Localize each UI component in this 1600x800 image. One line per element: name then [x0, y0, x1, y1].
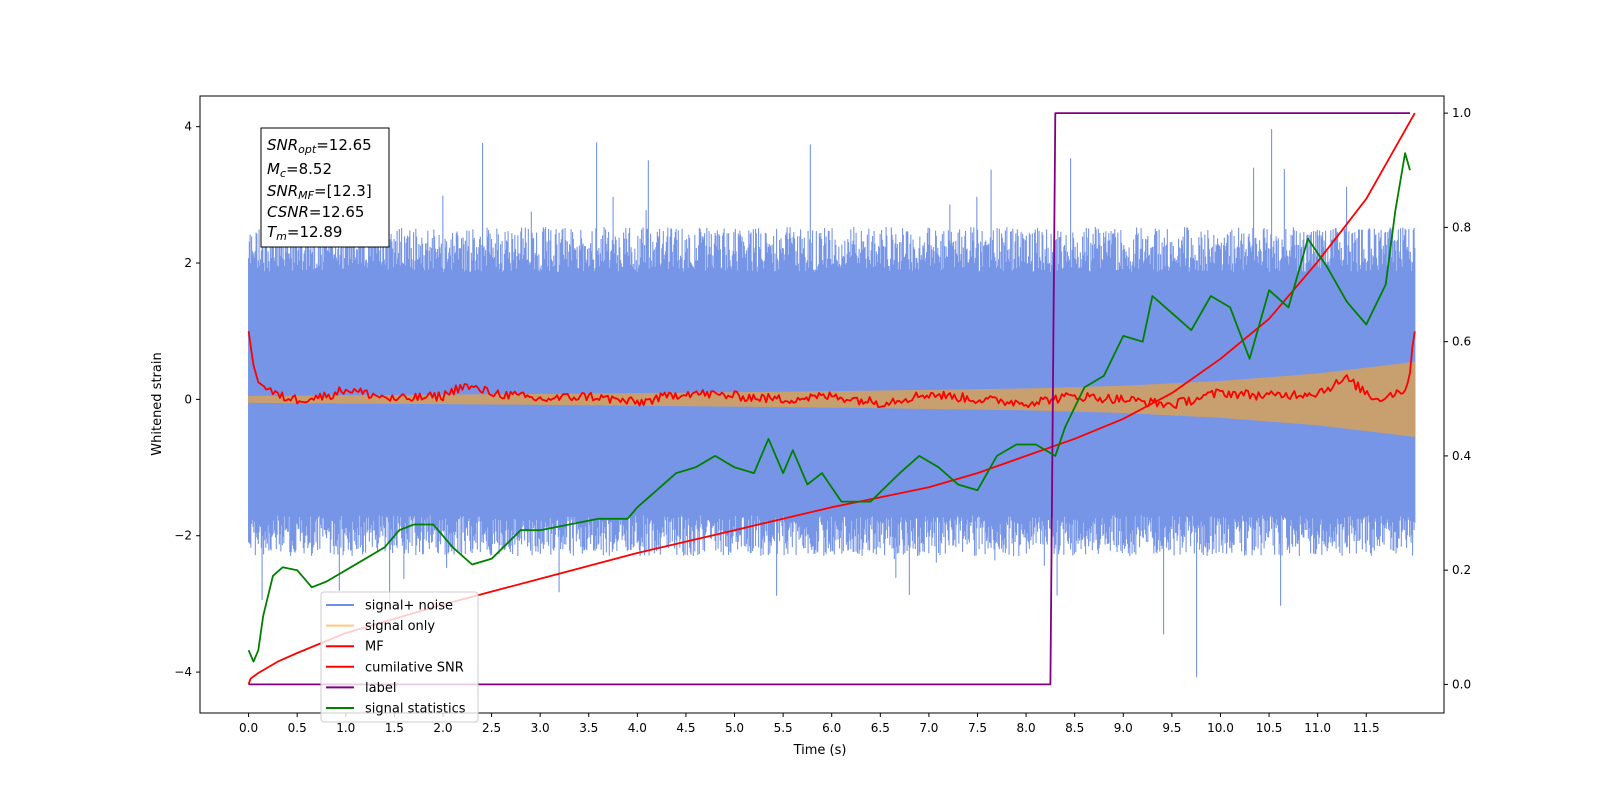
- y-right-tick-label: 0.8: [1452, 220, 1471, 234]
- mf-line: [247, 331, 1416, 409]
- y-right-tick-label: 0.2: [1452, 563, 1471, 577]
- x-tick-label: 4.0: [628, 721, 647, 735]
- y-left-tick-label: 0: [184, 392, 192, 406]
- x-tick-label: 7.5: [968, 721, 987, 735]
- y-left-tick-label: −4: [174, 665, 192, 679]
- y-axis-left: 4 2 0 −2 −4: [174, 120, 200, 679]
- x-tick-label: 10.5: [1256, 721, 1283, 735]
- legend-label: label: [365, 681, 396, 696]
- x-tick-label: 2.0: [433, 721, 452, 735]
- annotation-tm: Tm=12.89: [267, 223, 342, 243]
- x-tick-label: 7.0: [919, 721, 938, 735]
- x-tick-label: 2.5: [482, 721, 501, 735]
- x-axis-label: Time (s): [793, 743, 847, 758]
- signal-statistics-line: [247, 152, 1411, 663]
- plot-area: [247, 112, 1416, 686]
- y-left-tick-label: 4: [184, 120, 192, 134]
- x-tick-label: 4.5: [676, 721, 695, 735]
- annotation-csnr: CSNR=12.65: [267, 203, 364, 221]
- x-tick-label: 6.5: [871, 721, 890, 735]
- legend-label: MF: [365, 640, 384, 655]
- x-tick-label: 1.0: [336, 721, 355, 735]
- x-tick-label: 8.5: [1065, 721, 1084, 735]
- y-left-tick-label: 2: [184, 256, 192, 270]
- y-right-tick-label: 0.6: [1452, 335, 1471, 349]
- x-tick-label: 10.0: [1207, 721, 1234, 735]
- legend-label: cumilative SNR: [365, 660, 464, 675]
- y-axis-label: Whitened strain: [150, 352, 165, 455]
- label-line: [248, 112, 1410, 686]
- x-tick-label: 6.0: [822, 721, 841, 735]
- x-tick-label: 0.0: [239, 721, 258, 735]
- plot-frame: [199, 95, 1445, 714]
- x-axis: 0.0 0.5 1.0 1.5 2.0 2.5 3.0 3.5 4.0 4.5 5.0 5.5 6.0 6…: [239, 713, 1380, 735]
- legend-label: signal statistics: [365, 702, 466, 717]
- x-tick-label: 3.0: [531, 721, 550, 735]
- legend-label: signal+ noise: [365, 599, 453, 614]
- x-tick-label: 9.5: [1162, 721, 1181, 735]
- cumulative-snr-line: [247, 112, 1416, 685]
- x-tick-label: 11.0: [1304, 721, 1331, 735]
- x-tick-label: 9.0: [1114, 721, 1133, 735]
- x-tick-label: 8.0: [1017, 721, 1036, 735]
- series-lines: [247, 112, 1416, 686]
- y-right-tick-label: 1.0: [1452, 106, 1471, 120]
- x-tick-label: 5.0: [725, 721, 744, 735]
- legend-label: signal only: [365, 619, 435, 634]
- x-tick-label: 3.5: [579, 721, 598, 735]
- annotation-box: SNRopt=12.65 Mc=8.52 SNRMF=[12.3] CSNR=1…: [260, 127, 390, 248]
- y-right-tick-label: 0.4: [1452, 449, 1471, 463]
- y-left-tick-label: −2: [174, 529, 192, 543]
- annotation-snr-mf: SNRMF=[12.3]: [267, 182, 372, 202]
- x-tick-label: 11.5: [1353, 721, 1380, 735]
- y-axis-right: 1.0 0.8 0.6 0.4 0.2 0.0: [1444, 106, 1471, 691]
- annotation-snr-opt: SNRopt=12.65: [267, 136, 372, 156]
- annotation-mc: Mc=8.52: [267, 160, 332, 180]
- y-right-tick-label: 0.0: [1452, 677, 1471, 691]
- legend: signal+ noise signal only MF cumilative SNR…: [320, 591, 479, 723]
- x-tick-label: 5.5: [774, 721, 793, 735]
- x-tick-label: 1.5: [385, 721, 404, 735]
- x-tick-label: 0.5: [288, 721, 307, 735]
